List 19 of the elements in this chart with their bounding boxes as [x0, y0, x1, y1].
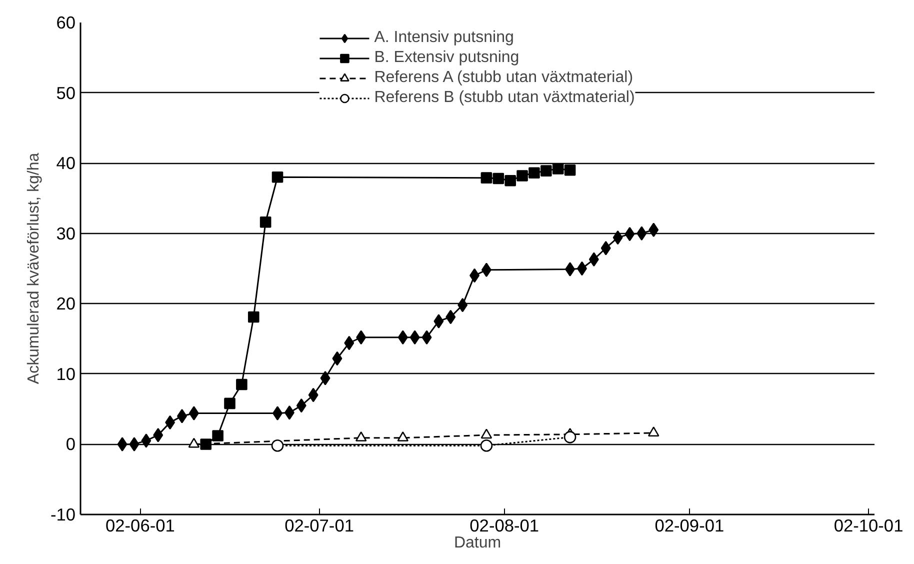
y-tick-label: 0 [66, 434, 76, 454]
y-tick-label: 50 [56, 82, 76, 103]
y-tick-label: 10 [56, 364, 76, 384]
legend-label: Referens B (stubb utan växtmaterial) [374, 89, 635, 107]
y-tick-label: 60 [56, 12, 76, 32]
y-tick-label: 30 [56, 223, 76, 244]
y-tick-label: 20 [56, 294, 76, 314]
legend-label: Referens A (stubb utan växtmaterial) [374, 69, 634, 87]
x-tick-label: 02-09-01 [654, 516, 724, 536]
y-tick-label: -10 [50, 504, 76, 524]
legend-label: B. Extensiv putsning [374, 49, 520, 67]
x-tick-label: 02-07-01 [284, 516, 354, 536]
legend-label: A. Intensiv putsning [374, 29, 514, 47]
x-axis-title: Datum [454, 534, 502, 552]
y-axis-title: Ackumulerad kväveförlust, kg/ha [25, 152, 42, 384]
x-tick-label: 02-06-01 [106, 516, 175, 536]
x-tick-label: 02-10-01 [834, 516, 904, 536]
x-tick-label: 02-08-01 [470, 516, 540, 536]
y-tick-label: 40 [56, 153, 76, 174]
